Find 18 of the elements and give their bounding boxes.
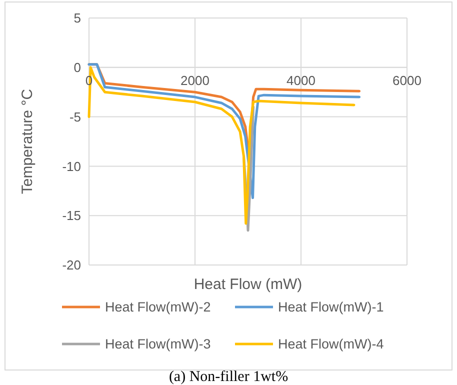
x-tick-label: 4000 <box>286 72 316 88</box>
line-series <box>88 63 361 200</box>
legend-label: Heat Flow(mW)-4 <box>278 336 384 352</box>
x-axis-title: Heat Flow (mW) <box>194 276 302 293</box>
x-tick-label: 6000 <box>392 72 422 88</box>
y-tick-label: -20 <box>62 258 81 273</box>
line-series <box>88 66 356 225</box>
y-tick-label: 5 <box>74 10 81 26</box>
y-tick-label: -5 <box>69 109 81 124</box>
legend-label: Heat Flow(mW)-3 <box>105 336 211 352</box>
legend-label: Heat Flow(mW)-1 <box>278 300 384 315</box>
y-tick-label: -10 <box>62 158 81 174</box>
y-axis-title: Temperature °C <box>19 88 36 194</box>
y-tick-label: 0 <box>74 60 81 75</box>
x-tick-label: 2000 <box>180 72 210 88</box>
y-tick-label: -15 <box>62 208 81 224</box>
legend-label: Heat Flow(mW)-2 <box>105 300 211 315</box>
text: (a) Non-filler 1wt% <box>168 369 288 385</box>
